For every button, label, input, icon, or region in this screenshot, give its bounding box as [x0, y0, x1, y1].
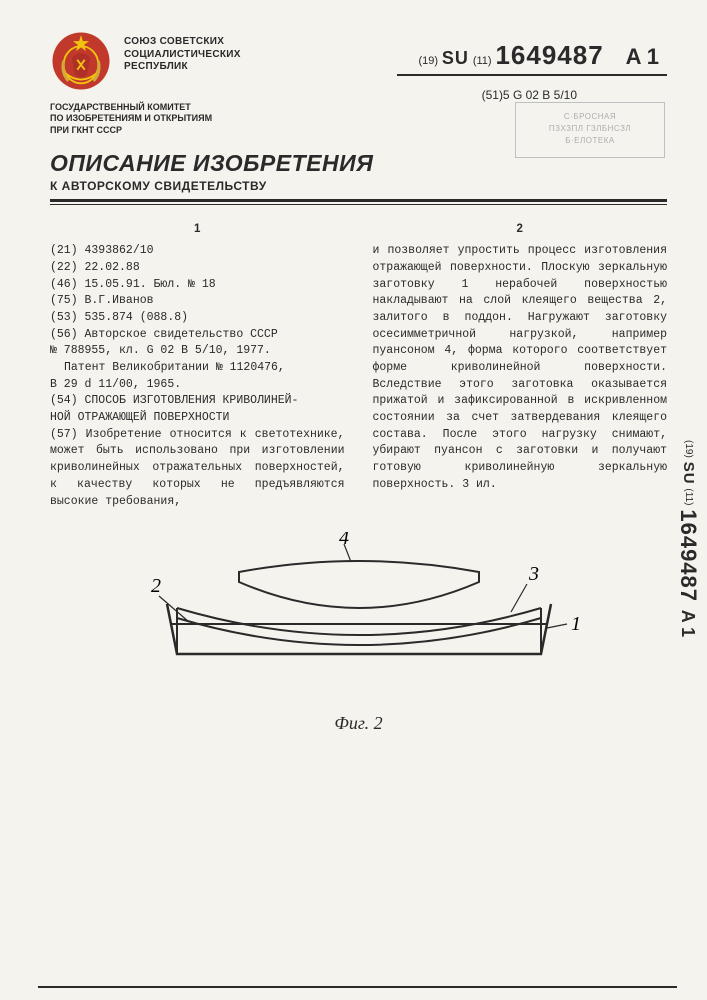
classif-prefix: (51)5 — [482, 88, 510, 102]
stamp-line: ПЗХЗПЛ ГЗЛБНСЗЛ — [516, 123, 664, 135]
side-document-number: (19) SU (11) 1649487 A 1 — [675, 440, 701, 637]
bibline: (22) 22.02.88 — [50, 260, 345, 277]
classif-code: G 02 B 5/10 — [513, 88, 577, 102]
docnum-number: 1649487 — [495, 40, 603, 70]
stamp-line: Б·ЕЛОТЕКА — [516, 135, 664, 147]
figure-diagram: 2 4 3 1 — [119, 532, 599, 702]
soviet-emblem-icon — [50, 30, 112, 92]
title-sub: К АВТОРСКОМУ СВИДЕТЕЛЬСТВУ — [50, 179, 667, 193]
figure-caption: Фиг. 2 — [50, 713, 667, 734]
side-infix: (11) — [683, 488, 694, 505]
side-suffix: A 1 — [678, 610, 698, 637]
union-line: РЕСПУБЛИК — [124, 61, 241, 74]
union-name: СОЮЗ СОВЕТСКИХ СОЦИАЛИСТИЧЕСКИХ РЕСПУБЛИ… — [124, 30, 241, 74]
abstract: (57) Изобретение относится к светотехник… — [50, 427, 345, 510]
bibline: (21) 4393862/10 — [50, 243, 345, 260]
col-number: 2 — [373, 221, 668, 238]
bibline: (75) В.Г.Иванов — [50, 293, 345, 310]
bibline: (46) 15.05.91. Бюл. № 18 — [50, 277, 345, 294]
fig-label-2: 2 — [151, 575, 161, 597]
fig-label-4: 4 — [339, 532, 349, 549]
bibline: (53) 535.874 (088.8) — [50, 310, 345, 327]
divider-thick — [50, 199, 667, 202]
fig-label-3: 3 — [528, 563, 539, 585]
bottom-border — [38, 986, 677, 988]
side-number: 1649487 — [676, 509, 701, 602]
bibline: НОЙ ОТРАЖАЮЩЕЙ ПОВЕРХНОСТИ — [50, 410, 345, 427]
column-2: 2 и позволяет упростить процесс изготовл… — [373, 221, 668, 510]
library-stamp: С·БРОСНАЯ ПЗХЗПЛ ГЗЛБНСЗЛ Б·ЕЛОТЕКА — [515, 102, 665, 158]
divider-thin — [50, 204, 667, 205]
classification: (51)5 G 02 B 5/10 — [482, 88, 577, 102]
docnum-su: SU — [442, 48, 469, 68]
bibline: (56) Авторское свидетельство СССР — [50, 327, 345, 344]
bibline: B 29 d 11/00, 1965. — [50, 377, 345, 394]
docnum-underline — [397, 74, 667, 76]
bibline: Патент Великобритании № 1120476, — [50, 360, 345, 377]
side-su: SU — [680, 462, 697, 485]
col-number: 1 — [50, 221, 345, 238]
side-prefix: (19) — [683, 440, 694, 458]
column-1: 1 (21) 4393862/10 (22) 22.02.88 (46) 15.… — [50, 221, 345, 510]
bibline: № 788955, кл. G 02 B 5/10, 1977. — [50, 343, 345, 360]
stamp-line: С·БРОСНАЯ — [516, 111, 664, 123]
union-line: СОЦИАЛИСТИЧЕСКИХ — [124, 49, 241, 62]
docnum-infix: (11) — [473, 55, 492, 67]
fig-label-1: 1 — [571, 613, 581, 635]
abstract: и позволяет упростить процесс изготовлен… — [373, 243, 668, 493]
figure: 2 4 3 1 Фиг. 2 — [50, 532, 667, 734]
bibline: (54) СПОСОБ ИЗГОТОВЛЕНИЯ КРИВОЛИНЕЙ- — [50, 393, 345, 410]
text-columns: 1 (21) 4393862/10 (22) 22.02.88 (46) 15.… — [50, 221, 667, 510]
docnum-prefix: (19) — [418, 55, 438, 67]
document-number: (19) SU (11) 1649487 A 1 — [418, 40, 659, 71]
docnum-suffix: A 1 — [626, 44, 659, 69]
union-line: СОЮЗ СОВЕТСКИХ — [124, 36, 241, 49]
